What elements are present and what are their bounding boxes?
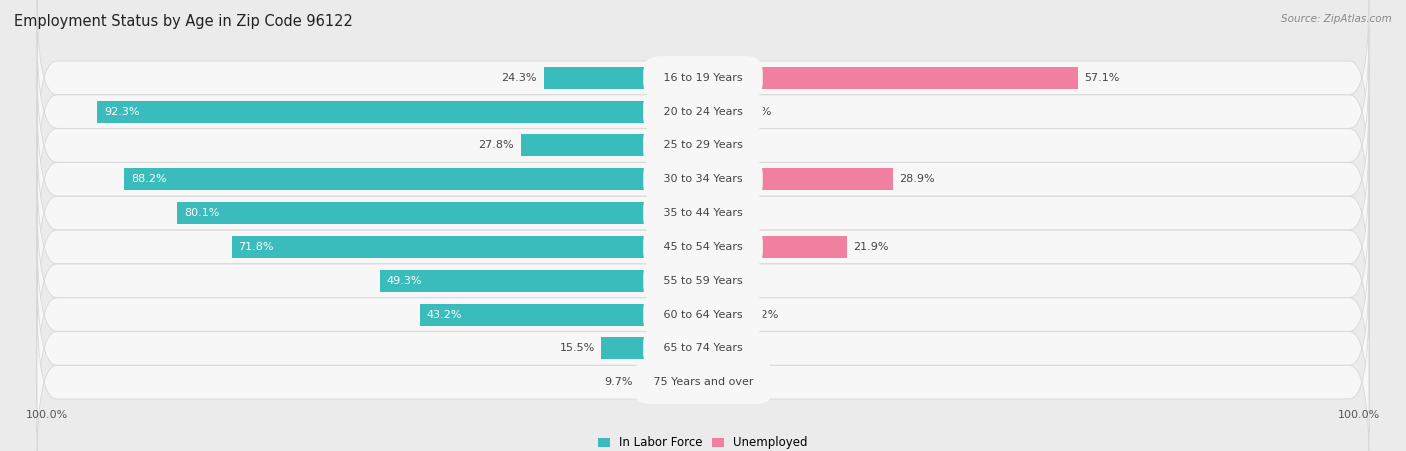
Bar — [703, 202, 725, 224]
Text: 28.9%: 28.9% — [900, 174, 935, 184]
FancyBboxPatch shape — [37, 0, 1369, 162]
FancyBboxPatch shape — [37, 264, 1369, 433]
Text: 92.3%: 92.3% — [104, 106, 139, 117]
Text: 35 to 44 Years: 35 to 44 Years — [659, 208, 747, 218]
Text: 88.2%: 88.2% — [131, 174, 166, 184]
Bar — [703, 168, 893, 190]
Bar — [232, 236, 703, 258]
FancyBboxPatch shape — [37, 230, 1369, 399]
Text: 75 Years and over: 75 Years and over — [650, 377, 756, 387]
Text: 3.4%: 3.4% — [733, 208, 761, 218]
Bar — [419, 304, 703, 326]
Bar — [703, 270, 710, 292]
Text: 45 to 54 Years: 45 to 54 Years — [659, 242, 747, 252]
Bar — [703, 101, 737, 123]
Bar — [380, 270, 703, 292]
Bar — [520, 134, 703, 156]
Bar — [177, 202, 703, 224]
Text: 80.1%: 80.1% — [184, 208, 219, 218]
Text: 9.7%: 9.7% — [605, 377, 633, 387]
Text: 57.1%: 57.1% — [1084, 73, 1119, 83]
Text: 20 to 24 Years: 20 to 24 Years — [659, 106, 747, 117]
Text: 60 to 64 Years: 60 to 64 Years — [659, 309, 747, 320]
Bar — [703, 67, 1077, 89]
FancyBboxPatch shape — [37, 129, 1369, 298]
FancyBboxPatch shape — [37, 27, 1369, 196]
Text: 43.2%: 43.2% — [426, 309, 461, 320]
Text: 15.5%: 15.5% — [560, 343, 595, 354]
Bar — [703, 304, 744, 326]
Legend: In Labor Force, Unemployed: In Labor Force, Unemployed — [598, 436, 808, 449]
Text: 0.0%: 0.0% — [710, 377, 738, 387]
FancyBboxPatch shape — [37, 95, 1369, 264]
Text: Employment Status by Age in Zip Code 96122: Employment Status by Age in Zip Code 961… — [14, 14, 353, 28]
Text: 6.2%: 6.2% — [751, 309, 779, 320]
Bar — [97, 101, 703, 123]
Text: 0.0%: 0.0% — [710, 343, 738, 354]
Text: 0.0%: 0.0% — [710, 140, 738, 151]
Text: 27.8%: 27.8% — [478, 140, 515, 151]
FancyBboxPatch shape — [37, 298, 1369, 451]
FancyBboxPatch shape — [37, 162, 1369, 331]
Text: 65 to 74 Years: 65 to 74 Years — [659, 343, 747, 354]
Text: 55 to 59 Years: 55 to 59 Years — [659, 276, 747, 286]
FancyBboxPatch shape — [37, 196, 1369, 365]
Text: 5.2%: 5.2% — [744, 106, 772, 117]
Text: 49.3%: 49.3% — [387, 276, 422, 286]
Text: 21.9%: 21.9% — [853, 242, 889, 252]
Bar — [602, 337, 703, 359]
Bar — [640, 371, 703, 393]
Bar — [124, 168, 703, 190]
Bar — [703, 236, 846, 258]
Text: 25 to 29 Years: 25 to 29 Years — [659, 140, 747, 151]
Text: 71.8%: 71.8% — [239, 242, 274, 252]
Text: 30 to 34 Years: 30 to 34 Years — [659, 174, 747, 184]
Bar — [544, 67, 703, 89]
Text: 24.3%: 24.3% — [502, 73, 537, 83]
Text: 1.0%: 1.0% — [716, 276, 744, 286]
FancyBboxPatch shape — [37, 61, 1369, 230]
Text: 16 to 19 Years: 16 to 19 Years — [659, 73, 747, 83]
Text: Source: ZipAtlas.com: Source: ZipAtlas.com — [1281, 14, 1392, 23]
